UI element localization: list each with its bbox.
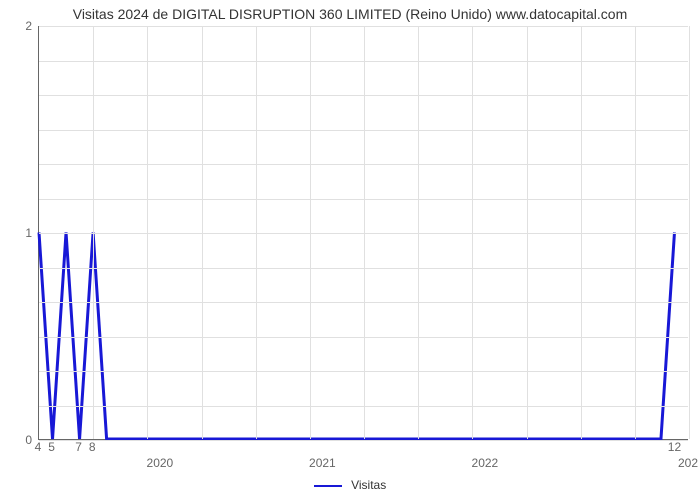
x-year-label: 2020 (147, 456, 174, 470)
vgrid-line (93, 26, 94, 439)
legend-swatch (314, 485, 342, 487)
vgrid-line (472, 26, 473, 439)
vgrid-line (364, 26, 365, 439)
chart-container: Visitas 2024 de DIGITAL DISRUPTION 360 L… (0, 0, 700, 500)
x-month-label: 4 (35, 440, 42, 454)
vgrid-line (527, 26, 528, 439)
vgrid-line (418, 26, 419, 439)
x-year-label: 2022 (472, 456, 499, 470)
vgrid-line (635, 26, 636, 439)
plot-area (38, 26, 688, 440)
vgrid-line (147, 26, 148, 439)
x-month-label: 12 (668, 440, 681, 454)
y-tick-label: 2 (25, 19, 32, 33)
vgrid-line (581, 26, 582, 439)
x-year-label: 2021 (309, 456, 336, 470)
x-axis-month-ticks: 45 78 12 (38, 440, 688, 456)
vgrid-line (310, 26, 311, 439)
x-year-label: 202 (678, 456, 698, 470)
x-month-label: 7 (75, 440, 82, 454)
x-month-label: 5 (48, 440, 55, 454)
x-month-label: 8 (89, 440, 96, 454)
vgrid-line (256, 26, 257, 439)
chart-title: Visitas 2024 de DIGITAL DISRUPTION 360 L… (0, 6, 700, 22)
legend-label: Visitas (351, 478, 386, 492)
vgrid-line (689, 26, 690, 439)
y-tick-label: 0 (25, 433, 32, 447)
vgrid-line (202, 26, 203, 439)
y-tick-label: 1 (25, 226, 32, 240)
x-axis-year-ticks: 202020212022202 (38, 456, 688, 472)
legend: Visitas (0, 478, 700, 492)
y-axis-ticks: 012 (0, 26, 38, 440)
